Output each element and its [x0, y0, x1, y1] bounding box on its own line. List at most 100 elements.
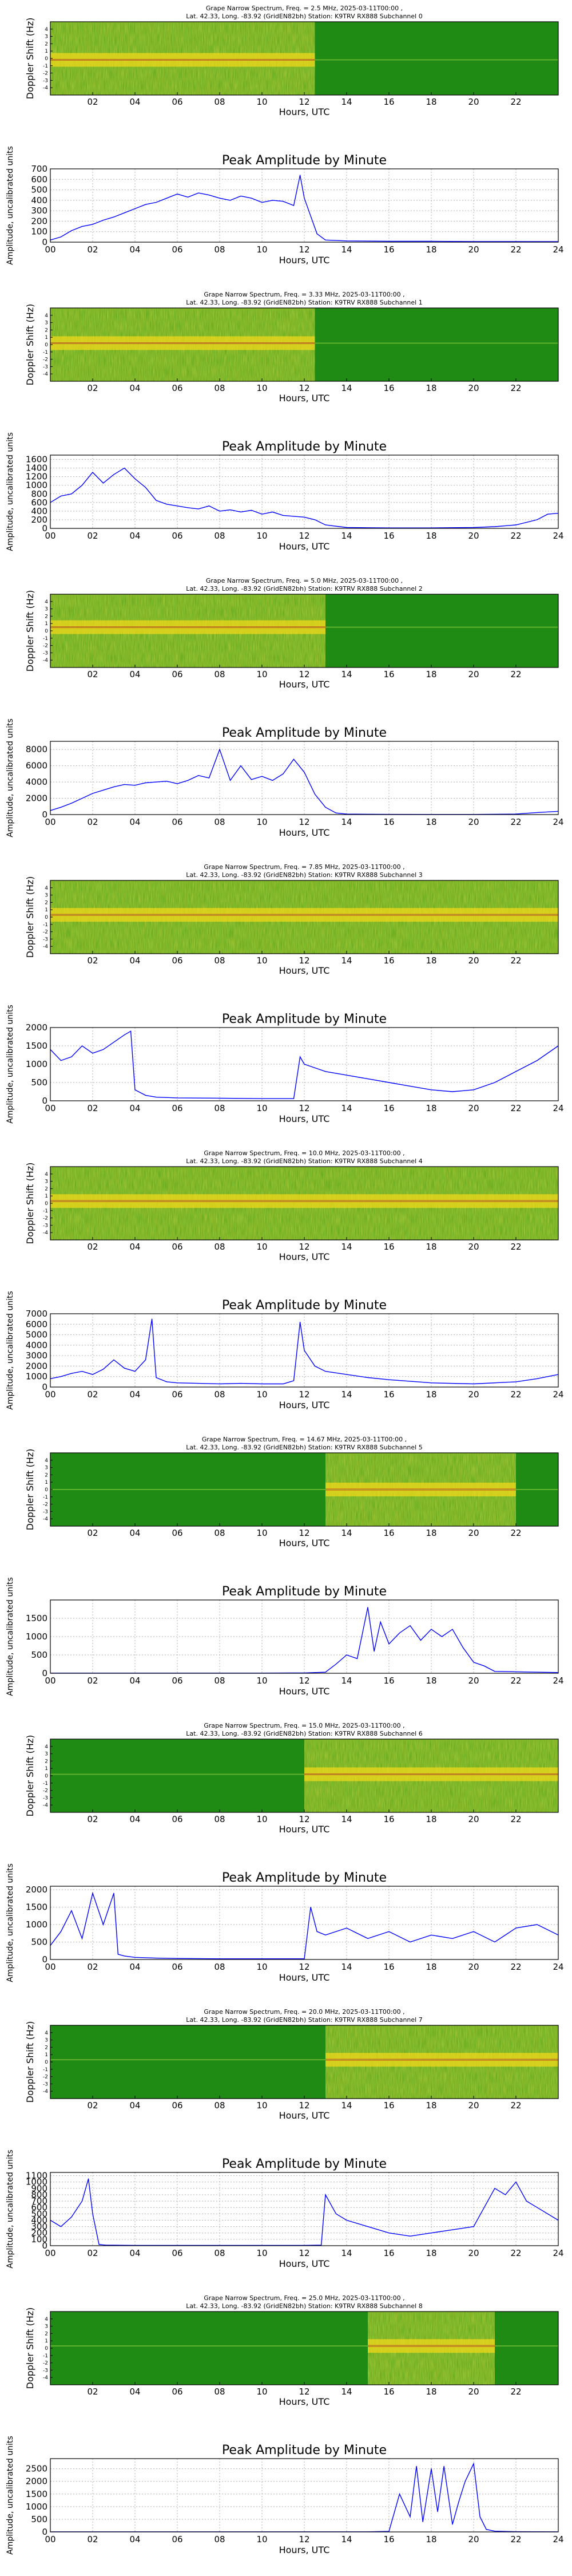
amplitude-x-tick-label: 02 — [87, 817, 98, 827]
amplitude-chart-title: Peak Amplitude by Minute — [222, 440, 387, 454]
spectrogram-x-tick-label: 02 — [87, 97, 98, 107]
amplitude-y-tick-label: 2000 — [26, 793, 47, 804]
spectrogram-x-tick-label: 14 — [341, 1528, 352, 1538]
spectrogram-x-tick-label: 08 — [214, 1528, 225, 1538]
spectrogram-title-line2: Lat. 42.33, Long. -83.92 (GridEN82bh) St… — [186, 585, 422, 592]
amplitude-x-tick-label: 12 — [299, 531, 309, 541]
spectrogram-y-tick-label: 3 — [45, 2038, 48, 2044]
spectrogram-y-tick-label: 4 — [45, 1458, 48, 1464]
spectrogram-y-tick-label: 2 — [45, 900, 48, 906]
amplitude-data-point — [515, 1071, 517, 1072]
amplitude-data-point — [261, 1958, 263, 1959]
amplitude-data-point — [240, 765, 241, 767]
amplitude-y-tick-label: 200 — [31, 515, 47, 525]
amplitude-y-tick-label: 1500 — [26, 1613, 47, 1623]
spectrogram-y-axis-label: Doppler Shift (Hz) — [25, 2308, 35, 2389]
spectrogram-title-line2: Lat. 42.33, Long. -83.92 (GridEN82bh) St… — [186, 1157, 422, 1165]
spectrogram-x-tick-label: 16 — [383, 669, 394, 679]
spectrogram-x-tick-label: 22 — [510, 955, 521, 966]
spectrogram-x-axis-label: Hours, UTC — [279, 679, 330, 690]
amplitude-data-point — [515, 1927, 517, 1929]
spectrogram-x-tick-label: 22 — [510, 2100, 521, 2111]
amplitude-data-point — [134, 1089, 136, 1091]
amplitude-frame — [50, 1599, 559, 1674]
spectrogram-title-line2: Lat. 42.33, Long. -83.92 (GridEN82bh) St… — [186, 1444, 422, 1451]
spectrogram-y-tick-label: 2 — [45, 1472, 48, 1478]
amplitude-data-point — [261, 202, 263, 203]
amplitude-x-tick-label: 12 — [299, 1389, 309, 1400]
amplitude-x-tick-label: 18 — [426, 244, 436, 255]
amplitude-x-tick-label: 06 — [172, 1103, 182, 1113]
spectrogram-x-tick-label: 08 — [214, 669, 225, 679]
amplitude-x-tick-label: 10 — [256, 2534, 267, 2545]
spectrogram-x-tick-label: 10 — [256, 1528, 267, 1538]
amplitude-x-tick-label: 08 — [214, 2534, 225, 2545]
amplitude-x-tick-label: 10 — [256, 1389, 267, 1400]
amplitude-y-tick-label: 1500 — [26, 1041, 47, 1051]
spectrogram-y-tick-label: -3 — [43, 1509, 48, 1515]
amplitude-x-tick-label: 22 — [510, 2248, 521, 2258]
amplitude-x-tick-label: 00 — [45, 1389, 55, 1400]
spectrogram-x-tick-label: 08 — [214, 1242, 225, 1252]
spectrogram-title-line1: Grape Narrow Spectrum, Freq. = 5.0 MHz, … — [206, 577, 403, 584]
spectrogram-y-tick-label: 1 — [45, 621, 48, 627]
amplitude-data-point — [261, 776, 263, 777]
spectrogram-y-tick-label: 3 — [45, 1752, 48, 1757]
amplitude-data-point — [388, 240, 390, 242]
spectrogram-x-tick-label: 06 — [172, 97, 182, 107]
amplitude-x-tick-label: 02 — [87, 1962, 98, 1972]
amplitude-data-point — [219, 1958, 220, 1959]
amplitude-x-axis-label: Hours, UTC — [279, 255, 330, 266]
amplitude-x-tick-label: 04 — [129, 1389, 140, 1400]
spectrogram-y-tick-label: -3 — [43, 650, 48, 656]
spectrogram-y-tick-label: 4 — [45, 599, 48, 605]
amplitude-x-tick-label: 10 — [256, 1676, 267, 1686]
amplitude-y-axis-label: Amplitude, uncalibrated units — [6, 432, 15, 551]
spectrogram-y-tick-label: -4 — [43, 2375, 48, 2381]
amplitude-x-tick-label: 20 — [468, 1676, 479, 1686]
spectrogram-x-tick-label: 16 — [383, 383, 394, 393]
spectrogram-y-tick-label: -1 — [43, 636, 48, 642]
spectrogram-y-tick-label: 1 — [45, 1766, 48, 1772]
spectrogram-x-axis-label: Hours, UTC — [279, 1824, 330, 1835]
amplitude-x-tick-label: 08 — [214, 531, 225, 541]
spectrogram-x-tick-label: 12 — [299, 383, 309, 393]
spectrogram-x-tick-label: 12 — [299, 1528, 309, 1538]
spectrogram-x-tick-label: 20 — [468, 2100, 479, 2111]
amplitude-data-point — [219, 749, 220, 750]
spectrogram-x-tick-label: 16 — [383, 1242, 394, 1252]
amplitude-x-tick-label: 20 — [468, 1103, 479, 1113]
amplitude-data-point — [293, 758, 295, 760]
spectrogram-y-tick-label: 4 — [45, 313, 48, 319]
spectrogram-y-tick-label: 3 — [45, 321, 48, 326]
amplitude-y-tick-label: 1500 — [26, 1902, 47, 1913]
amplitude-x-tick-label: 24 — [553, 1676, 563, 1686]
spectrogram-x-tick-label: 22 — [510, 1528, 521, 1538]
spectrogram-x-tick-label: 18 — [426, 383, 436, 393]
amplitude-chart-subchannel-8: Peak Amplitude by Minute0500100015002000… — [6, 2436, 564, 2555]
spectrogram-y-tick-label: 3 — [45, 1179, 48, 1185]
spectrogram-y-tick-label: -2 — [43, 643, 48, 649]
amplitude-x-tick-label: 02 — [87, 2248, 98, 2258]
spectrogram-x-axis-label: Hours, UTC — [279, 2110, 330, 2121]
spectrogram-title-line2: Lat. 42.33, Long. -83.92 (GridEN82bh) St… — [186, 871, 422, 879]
spectrogram-x-tick-label: 02 — [87, 383, 98, 393]
spectrogram-x-tick-label: 04 — [129, 955, 140, 966]
spectrogram-x-tick-label: 12 — [299, 1814, 309, 1824]
amplitude-y-tick-label: 400 — [31, 2215, 47, 2225]
spectrogram-x-tick-label: 18 — [426, 669, 436, 679]
spectrogram-subchannel-4: Grape Narrow Spectrum, Freq. = 10.0 MHz,… — [25, 1149, 559, 1262]
amplitude-data-point — [388, 1931, 390, 1932]
amplitude-y-tick-label: 4000 — [26, 777, 47, 787]
spectrogram-title-line2: Lat. 42.33, Long. -83.92 (GridEN82bh) St… — [186, 2302, 422, 2310]
amplitude-x-tick-label: 16 — [383, 1389, 394, 1400]
amplitude-y-tick-label: 1000 — [26, 2177, 47, 2187]
amplitude-y-tick-label: 0 — [42, 2527, 47, 2537]
amplitude-frame — [50, 2458, 559, 2532]
spectrogram-x-tick-label: 22 — [510, 1242, 521, 1252]
spectrogram-y-tick-label: 3 — [45, 893, 48, 899]
amplitude-x-axis-label: Hours, UTC — [279, 1972, 330, 1983]
spectrogram-y-tick-label: 0 — [45, 2346, 48, 2352]
spectrogram-y-axis-label: Doppler Shift (Hz) — [25, 18, 35, 100]
spectrogram-x-tick-label: 12 — [299, 2387, 309, 2397]
